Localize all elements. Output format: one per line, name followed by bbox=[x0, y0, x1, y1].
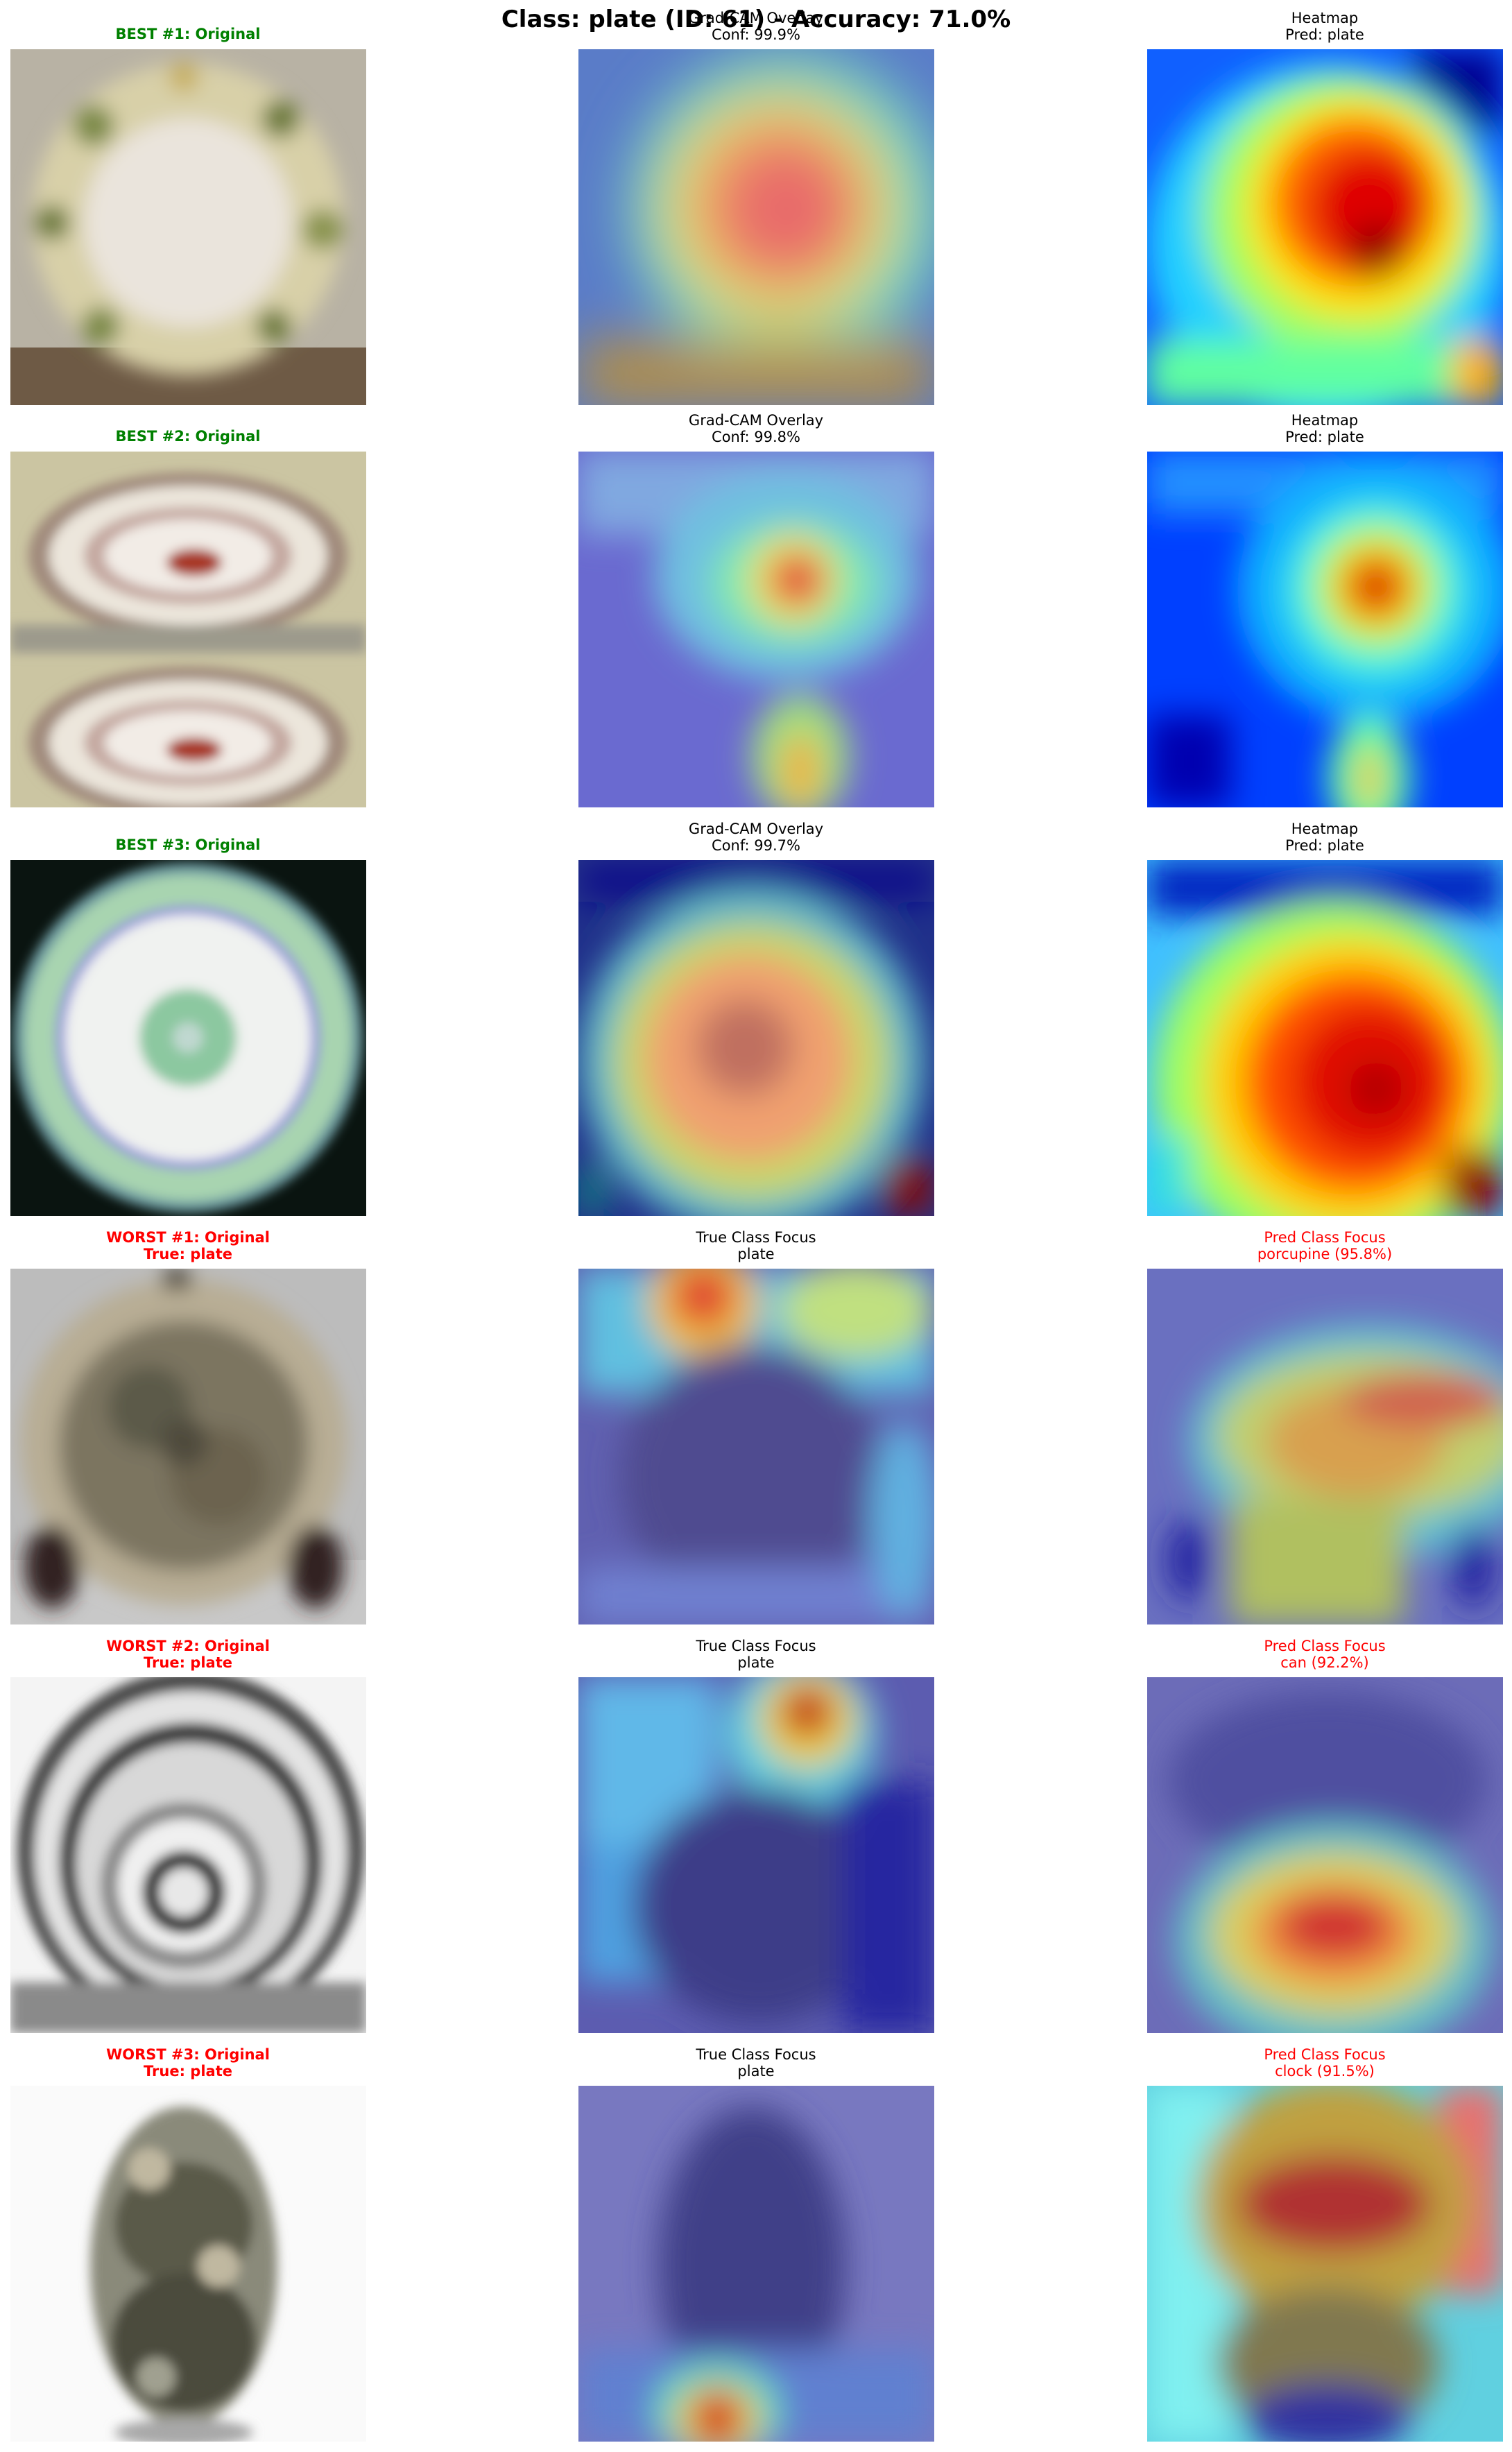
worst-2-original-title: WORST #2: Original True: plate bbox=[106, 1638, 270, 1671]
worst-2-original-image bbox=[10, 1677, 366, 2033]
best-2-heatmap-title: Heatmap Pred: plate bbox=[1285, 412, 1364, 445]
best-1-gradcam-overlay bbox=[578, 49, 934, 405]
best-2-heatmap bbox=[1147, 452, 1503, 807]
worst-1-original-title: WORST #1: Original True: plate bbox=[106, 1229, 270, 1262]
worst-1-true-focus-title: True Class Focus plate bbox=[696, 1229, 816, 1262]
worst-2-true-focus-title: True Class Focus plate bbox=[696, 1638, 816, 1671]
worst-3-original-image bbox=[10, 2086, 366, 2442]
best-2-original-title: BEST #2: Original bbox=[115, 428, 261, 445]
worst-1-true-class-focus bbox=[578, 1269, 934, 1624]
worst-2-true-class-focus bbox=[578, 1677, 934, 2033]
best-3-heatmap bbox=[1147, 860, 1503, 1216]
best-3-original-title: BEST #3: Original bbox=[115, 837, 261, 853]
worst-3-true-focus-title: True Class Focus plate bbox=[696, 2046, 816, 2080]
best-2-original-image bbox=[10, 452, 366, 807]
best-3-overlay-title: Grad-CAM Overlay Conf: 99.7% bbox=[688, 821, 824, 854]
worst-1-original-image bbox=[10, 1269, 366, 1624]
best-1-overlay-title: Grad-CAM Overlay Conf: 99.9% bbox=[688, 10, 824, 43]
worst-3-true-class-focus bbox=[578, 2086, 934, 2442]
best-3-gradcam-overlay bbox=[578, 860, 934, 1216]
best-3-heatmap-title: Heatmap Pred: plate bbox=[1285, 821, 1364, 854]
figure-title: Class: plate (ID: 61) - Accuracy: 71.0% bbox=[501, 6, 1011, 33]
worst-2-pred-class-focus bbox=[1147, 1677, 1503, 2033]
worst-2-pred-focus-title: Pred Class Focus can (92.2%) bbox=[1264, 1638, 1386, 1671]
best-1-original-title: BEST #1: Original bbox=[115, 26, 261, 42]
best-1-heatmap bbox=[1147, 49, 1503, 405]
worst-3-original-title: WORST #3: Original True: plate bbox=[106, 2046, 270, 2080]
worst-3-pred-class-focus bbox=[1147, 2086, 1503, 2442]
worst-1-pred-class-focus bbox=[1147, 1269, 1503, 1624]
best-3-original-image bbox=[10, 860, 366, 1216]
best-1-heatmap-title: Heatmap Pred: plate bbox=[1285, 10, 1364, 43]
worst-3-pred-focus-title: Pred Class Focus clock (91.5%) bbox=[1264, 2046, 1386, 2080]
best-1-original-image bbox=[10, 49, 366, 405]
best-2-gradcam-overlay bbox=[578, 452, 934, 807]
best-2-overlay-title: Grad-CAM Overlay Conf: 99.8% bbox=[688, 412, 824, 445]
worst-1-pred-focus-title: Pred Class Focus porcupine (95.8%) bbox=[1257, 1229, 1393, 1262]
